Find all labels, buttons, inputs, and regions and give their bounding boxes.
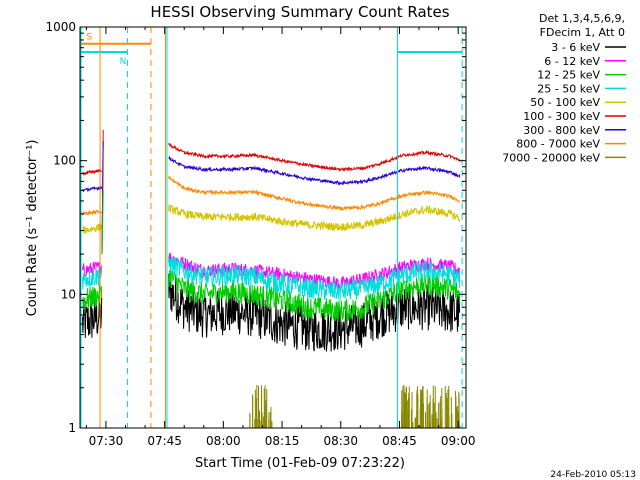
saa-entry-spike	[101, 129, 104, 255]
x-axis-label: Start Time (01-Feb-09 07:23:22)	[195, 456, 405, 471]
x-tick-label: 08:00	[206, 434, 241, 448]
flag-label: S	[86, 33, 92, 43]
series-3	[82, 256, 461, 301]
series-line-2	[82, 283, 103, 310]
series-line-3	[168, 256, 461, 301]
legend-header-line-1: Det 1,3,4,5,6,9,	[539, 12, 625, 25]
flag-label: N	[120, 57, 127, 67]
series-line-5	[82, 169, 102, 177]
x-tick-label: 08:45	[382, 434, 417, 448]
axes-layer: 07:30 07:45 08:00 08:15 08:30 08:45 09:00 1 10 10…	[45, 20, 475, 448]
series-line-1	[168, 252, 461, 291]
x-tick-label: 09:00	[441, 434, 476, 448]
series-2	[82, 269, 461, 322]
series-line-4	[168, 203, 461, 233]
y-tick-label: 1000	[45, 20, 76, 34]
series-layer	[82, 129, 461, 428]
series-1	[82, 252, 461, 291]
series-5	[82, 143, 461, 177]
legend-label: 25 - 50 keV	[537, 82, 600, 95]
series-4	[82, 203, 461, 234]
series-6	[82, 155, 461, 193]
series-line-6	[168, 155, 461, 186]
legend-label: 50 - 100 keV	[530, 96, 600, 109]
flag-lines-layer: SN	[80, 27, 463, 428]
flag-N: N	[80, 51, 128, 67]
legend-label: 100 - 300 keV	[523, 110, 600, 123]
legend-label: 6 - 12 keV	[544, 55, 600, 68]
series-line-1	[82, 260, 103, 277]
series-line-3	[82, 264, 103, 290]
spike-line	[101, 190, 104, 255]
series-7	[82, 176, 461, 216]
legend-label: 12 - 25 keV	[537, 69, 600, 82]
legend-label: 300 - 800 keV	[523, 124, 600, 137]
x-tick-label: 08:30	[323, 434, 358, 448]
x-tick-label: 07:30	[89, 434, 124, 448]
series-line-0	[82, 294, 103, 338]
plot-frame	[79, 26, 467, 429]
y-tick-label: 10	[61, 287, 76, 301]
series-line-4	[82, 223, 103, 234]
series-line-6	[82, 185, 103, 193]
x-tick-label: 08:15	[265, 434, 300, 448]
y-tick-label: 1	[68, 421, 76, 435]
legend-header-line-2: FDecim 1, Att 0	[540, 26, 625, 39]
series-line-7	[168, 176, 461, 212]
flag-S: S	[80, 33, 151, 45]
legend-label: 800 - 7000 keV	[516, 138, 600, 151]
x-tick-label: 07:45	[147, 434, 182, 448]
footer-timestamp: 24-Feb-2010 05:13	[550, 470, 636, 480]
series-high-energy-bursts	[249, 384, 461, 428]
series-line-7	[82, 209, 102, 216]
legend-label: 3 - 6 keV	[551, 41, 600, 54]
y-axis-label: Count Rate (s⁻¹ detector⁻¹)	[25, 140, 40, 317]
y-tick-label: 100	[53, 154, 76, 168]
legend-label: 7000 - 20000 keV	[502, 151, 600, 164]
chart-title: HESSI Observing Summary Count Rates	[150, 3, 449, 21]
series-line-5	[168, 143, 461, 173]
series-line-2	[168, 269, 461, 322]
